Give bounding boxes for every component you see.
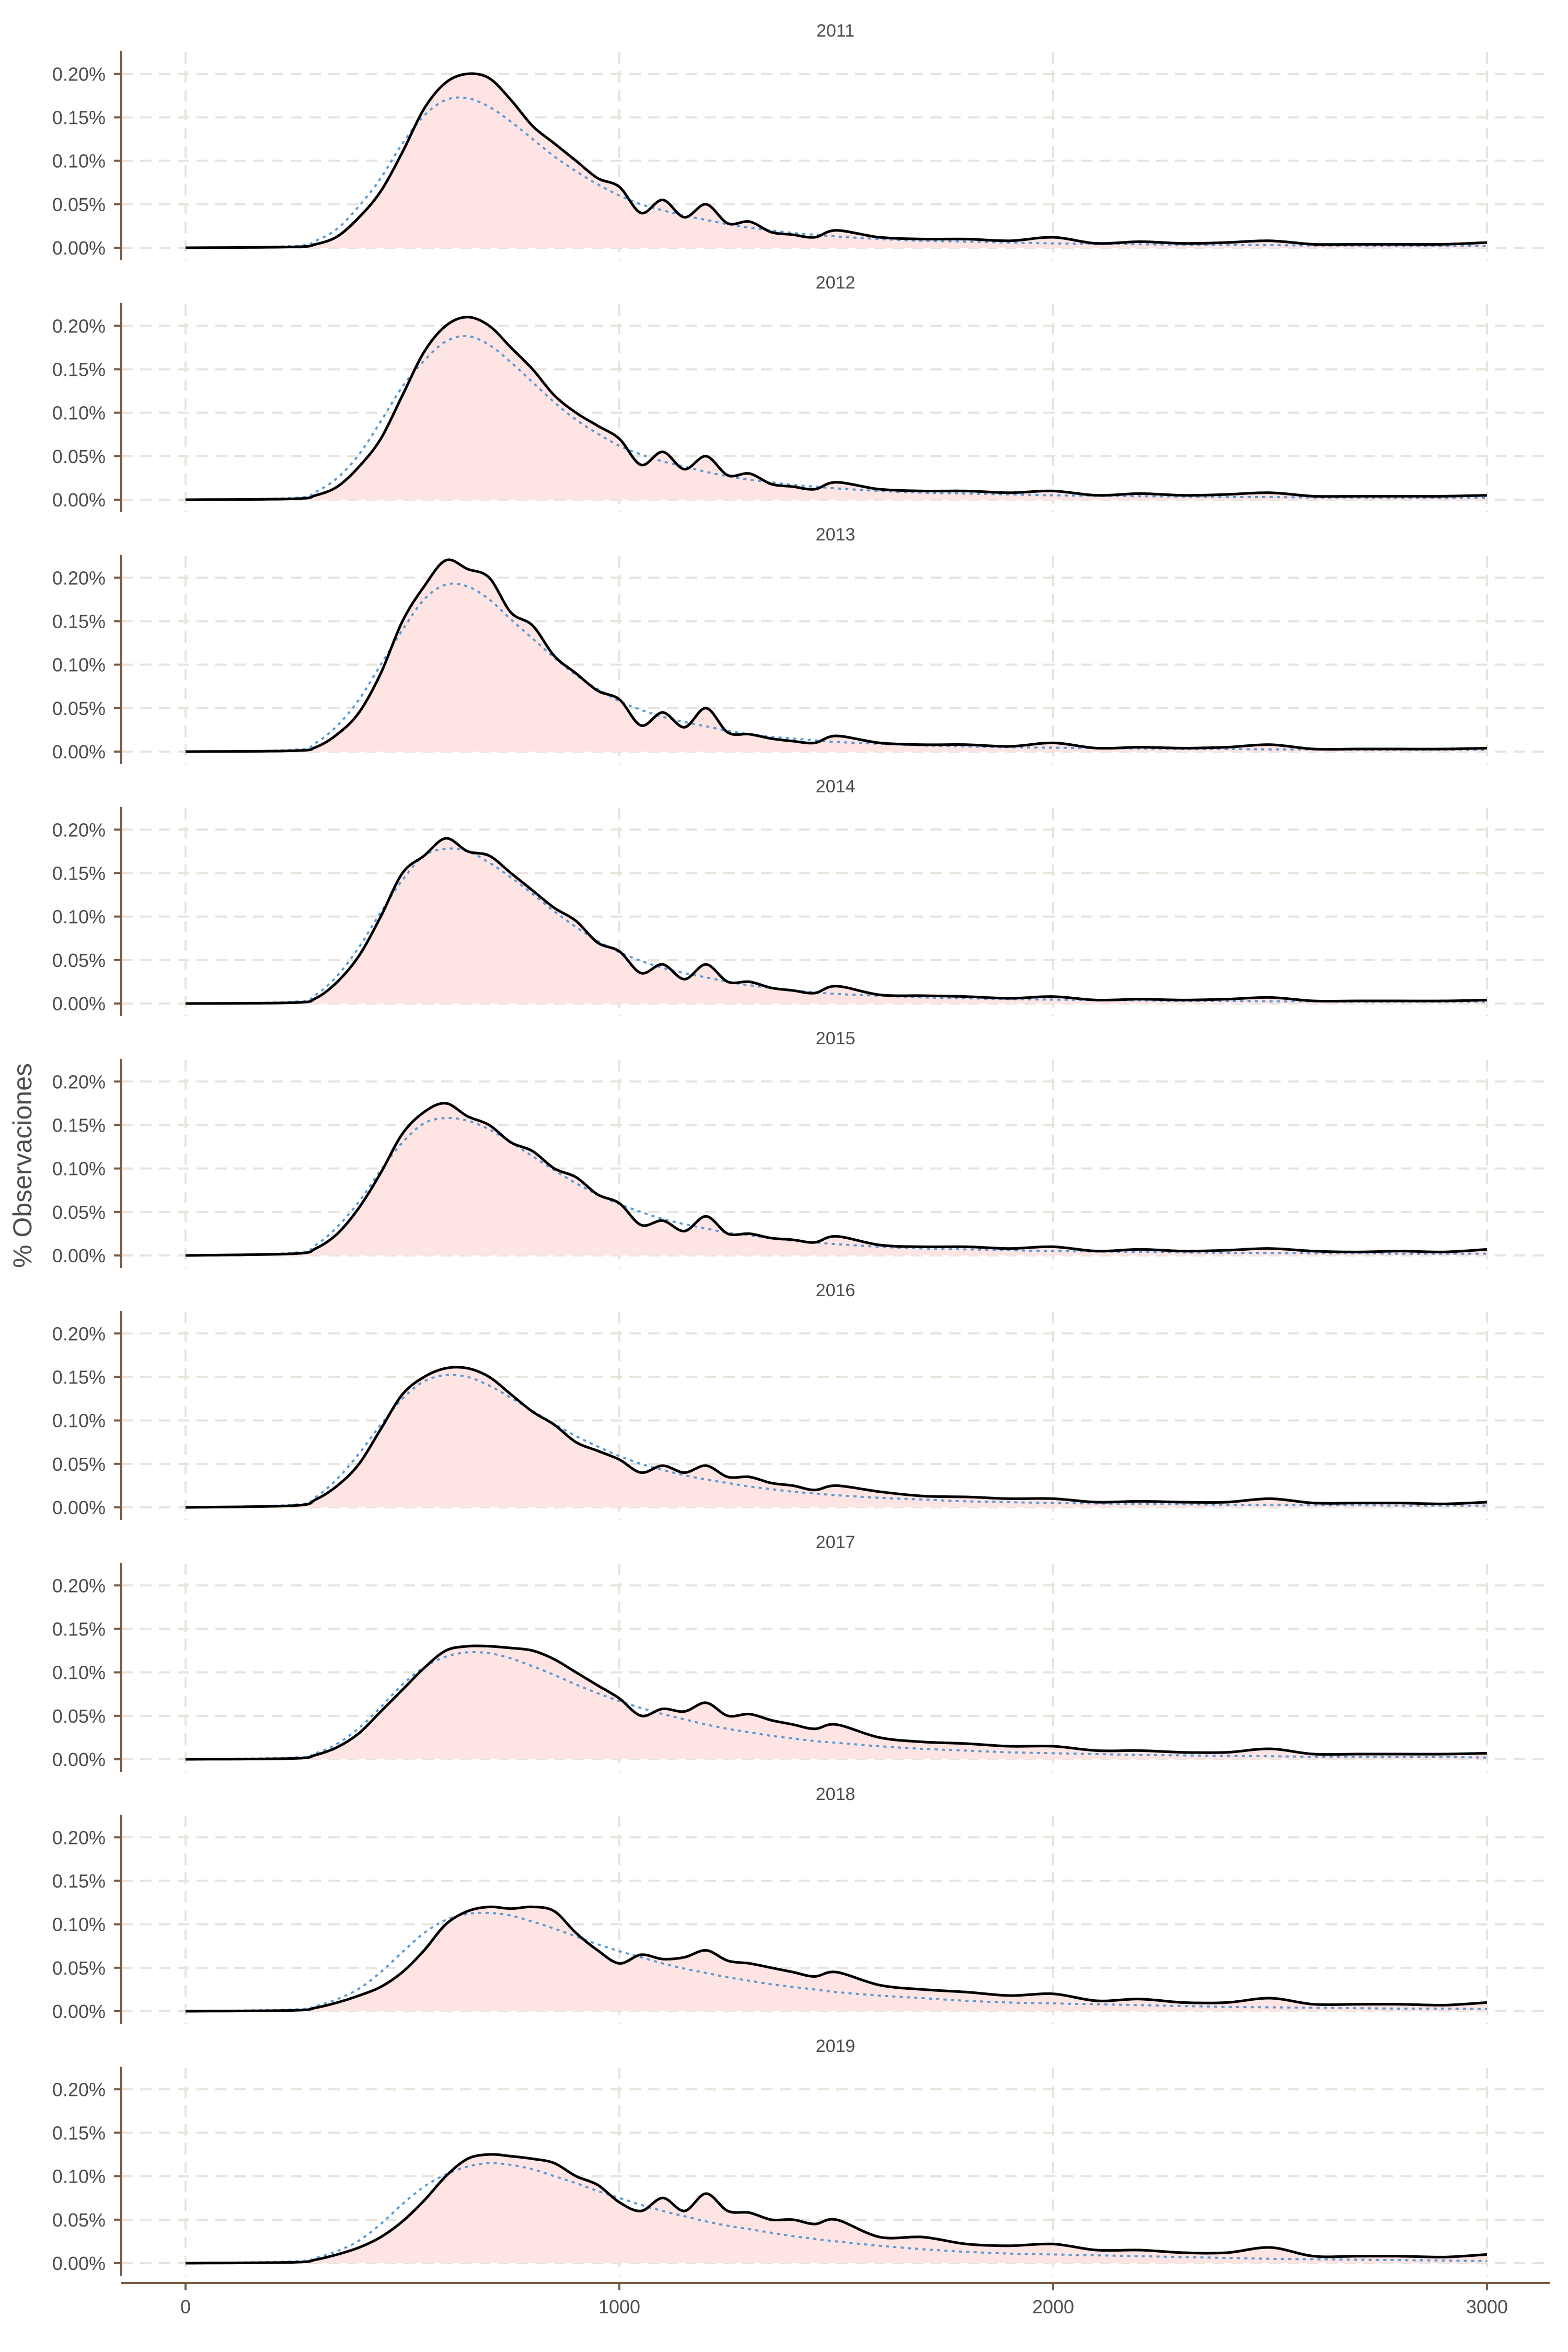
density-line xyxy=(185,558,1488,753)
y-tick-label: 0.10% xyxy=(52,151,106,172)
panel-title: 2018 xyxy=(816,1784,856,1804)
panel-2017: 2017 0.00% 0.05% 0.10% 0.15% 0.20% xyxy=(52,1532,1550,1772)
density-line xyxy=(185,72,1488,249)
y-tick-label: 0.05% xyxy=(52,1705,106,1727)
x-tick-label: 2000 xyxy=(1032,2296,1074,2318)
y-tick-label: 0.00% xyxy=(52,2253,106,2274)
y-tick-label: 0.10% xyxy=(52,1410,106,1432)
y-tick-label: 0.10% xyxy=(52,1158,106,1180)
y-tick-label: 0.15% xyxy=(52,359,106,380)
density-line xyxy=(185,1102,1488,1257)
x-tick-label: 3000 xyxy=(1466,2296,1508,2318)
y-tick-label: 0.05% xyxy=(52,1957,106,1979)
density-area xyxy=(186,1103,1487,1255)
y-tick-label: 0.20% xyxy=(52,1575,106,1596)
y-tick-label: 0.15% xyxy=(52,1618,106,1640)
density-area xyxy=(186,73,1487,248)
y-tick-label: 0.10% xyxy=(52,906,106,928)
density-line xyxy=(185,1366,1488,1509)
reference-line xyxy=(185,2162,1488,2264)
y-tick-label: 0.20% xyxy=(52,1323,106,1344)
reference-line xyxy=(185,1374,1487,1508)
panel-title: 2012 xyxy=(816,273,856,293)
density-line xyxy=(185,316,1488,501)
panel-title: 2017 xyxy=(816,1532,856,1552)
reference-line xyxy=(185,1911,1488,2012)
panel-title: 2013 xyxy=(816,525,856,545)
y-tick-label: 0.05% xyxy=(52,698,106,719)
y-tick-label: 0.10% xyxy=(52,2166,106,2187)
y-tick-label: 0.20% xyxy=(52,567,106,589)
density-area xyxy=(186,317,1487,500)
density-area xyxy=(186,559,1487,752)
y-tick-label: 0.05% xyxy=(52,2209,106,2231)
y-tick-label: 0.20% xyxy=(52,1827,106,1848)
panel-title: 2016 xyxy=(816,1281,856,1300)
y-tick-label: 0.15% xyxy=(52,1114,106,1136)
panel-2013: 2013 0.00% 0.05% 0.10% 0.15% 0.20% xyxy=(52,525,1550,764)
panel-title: 2014 xyxy=(816,777,856,797)
y-tick-label: 0.00% xyxy=(52,1497,106,1518)
x-tick-label: 1000 xyxy=(598,2296,640,2318)
panel-title: 2019 xyxy=(816,2036,856,2056)
y-tick-label: 0.05% xyxy=(52,1202,106,1223)
panel-2018: 2018 0.00% 0.05% 0.10% 0.15% 0.20% xyxy=(52,1784,1550,2024)
x-tick-label: 0 xyxy=(180,2296,191,2318)
y-tick-label: 0.10% xyxy=(52,1662,106,1684)
density-area xyxy=(186,1367,1487,1507)
y-tick-label: 0.20% xyxy=(52,315,106,337)
y-tick-label: 0.20% xyxy=(52,63,106,85)
panel-title: 2015 xyxy=(816,1029,856,1048)
density-line xyxy=(185,837,1488,1005)
y-tick-label: 0.15% xyxy=(52,862,106,884)
y-tick-label: 0.15% xyxy=(52,1366,106,1388)
density-area xyxy=(186,1645,1487,1759)
density-area xyxy=(186,838,1487,1004)
y-tick-label: 0.15% xyxy=(52,2122,106,2143)
density-area xyxy=(186,2154,1487,2263)
y-tick-label: 0.15% xyxy=(52,610,106,632)
y-tick-label: 0.10% xyxy=(52,654,106,676)
y-tick-label: 0.10% xyxy=(52,1914,106,1935)
y-tick-label: 0.15% xyxy=(52,1870,106,1892)
panel-2014: 2014 0.00% 0.05% 0.10% 0.15% 0.20% xyxy=(52,777,1550,1016)
y-tick-label: 0.00% xyxy=(52,993,106,1014)
y-tick-label: 0.00% xyxy=(52,489,106,511)
density-line xyxy=(185,2153,1488,2265)
y-tick-label: 0.05% xyxy=(52,446,106,467)
y-tick-label: 0.15% xyxy=(52,107,106,128)
y-tick-label: 0.20% xyxy=(52,819,106,840)
y-tick-label: 0.20% xyxy=(52,1071,106,1092)
panel-2012: 2012 0.00% 0.05% 0.10% 0.15% 0.20% xyxy=(52,273,1550,512)
panel-2016: 2016 0.00% 0.05% 0.10% 0.15% 0.20% xyxy=(52,1281,1550,1520)
panel-2019: 2019 0.00% 0.05% 0.10% 0.15% 0.20% xyxy=(52,2036,1550,2276)
y-tick-label: 0.05% xyxy=(52,950,106,971)
y-tick-label: 0.00% xyxy=(52,1749,106,1770)
y-tick-label: 0.20% xyxy=(52,2079,106,2100)
reference-line xyxy=(185,582,1487,753)
density-line xyxy=(185,1905,1488,2013)
panel-title: 2011 xyxy=(816,21,855,41)
y-tick-label: 0.00% xyxy=(52,2001,106,2022)
y-tick-label: 0.00% xyxy=(52,1245,106,1266)
y-tick-label: 0.00% xyxy=(52,237,106,259)
y-tick-label: 0.10% xyxy=(52,402,106,424)
y-tick-label: 0.05% xyxy=(52,1454,106,1475)
y-tick-label: 0.05% xyxy=(52,194,106,215)
density-line xyxy=(185,1644,1488,1761)
density-area xyxy=(186,1907,1487,2011)
y-tick-label: 0.00% xyxy=(52,741,106,763)
panel-2011: 2011 0.00% 0.05% 0.10% 0.15% 0.20% xyxy=(52,21,1550,260)
panel-2015: 2015 0.00% 0.05% 0.10% 0.15% 0.20% xyxy=(52,1029,1550,1268)
